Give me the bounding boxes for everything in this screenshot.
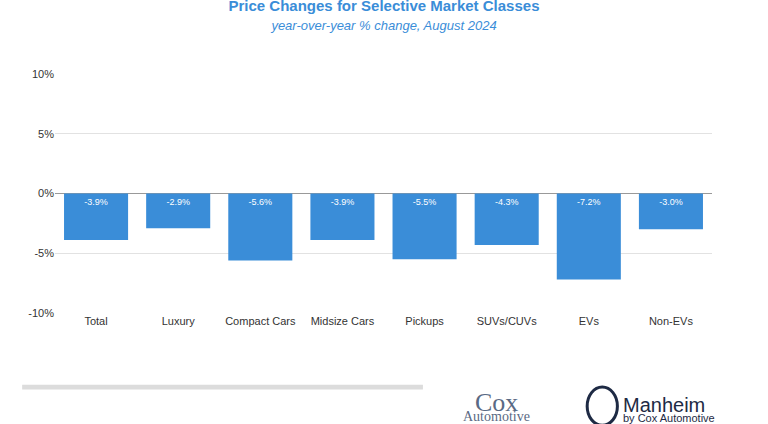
svg-text:by Cox Automotive: by Cox Automotive: [623, 412, 715, 424]
svg-text:-3.9%: -3.9%: [84, 197, 108, 207]
svg-text:Luxury: Luxury: [162, 315, 196, 327]
svg-text:Automotive: Automotive: [463, 409, 530, 424]
svg-text:-3.0%: -3.0%: [659, 197, 683, 207]
svg-text:Compact Cars: Compact Cars: [225, 315, 296, 327]
svg-text:-3.9%: -3.9%: [331, 197, 355, 207]
svg-text:Manheim: Manheim: [623, 394, 705, 416]
svg-text:Pickups: Pickups: [405, 315, 444, 327]
svg-text:-4.3%: -4.3%: [495, 197, 519, 207]
svg-text:Price Changes for Selective Ma: Price Changes for Selective Market Class…: [229, 0, 540, 33]
svg-text:Total: Total: [84, 315, 107, 327]
svg-text:EVs: EVs: [579, 315, 600, 327]
svg-text:0%: 0%: [38, 187, 54, 199]
svg-text:-5.5%: -5.5%: [413, 197, 437, 207]
svg-text:-7.2%: -7.2%: [577, 197, 601, 207]
svg-text:SUVs/CUVs: SUVs/CUVs: [477, 315, 537, 327]
svg-text:-10%: -10%: [28, 307, 54, 319]
svg-text:5%: 5%: [38, 128, 54, 140]
svg-text:-5%: -5%: [34, 247, 54, 259]
svg-text:Cox: Cox: [475, 388, 518, 417]
svg-text:10%: 10%: [32, 68, 54, 80]
svg-text:-5.6%: -5.6%: [249, 197, 273, 207]
svg-text:Non-EVs: Non-EVs: [649, 315, 694, 327]
svg-text:-2.9%: -2.9%: [166, 197, 190, 207]
svg-text:Midsize Cars: Midsize Cars: [311, 315, 375, 327]
